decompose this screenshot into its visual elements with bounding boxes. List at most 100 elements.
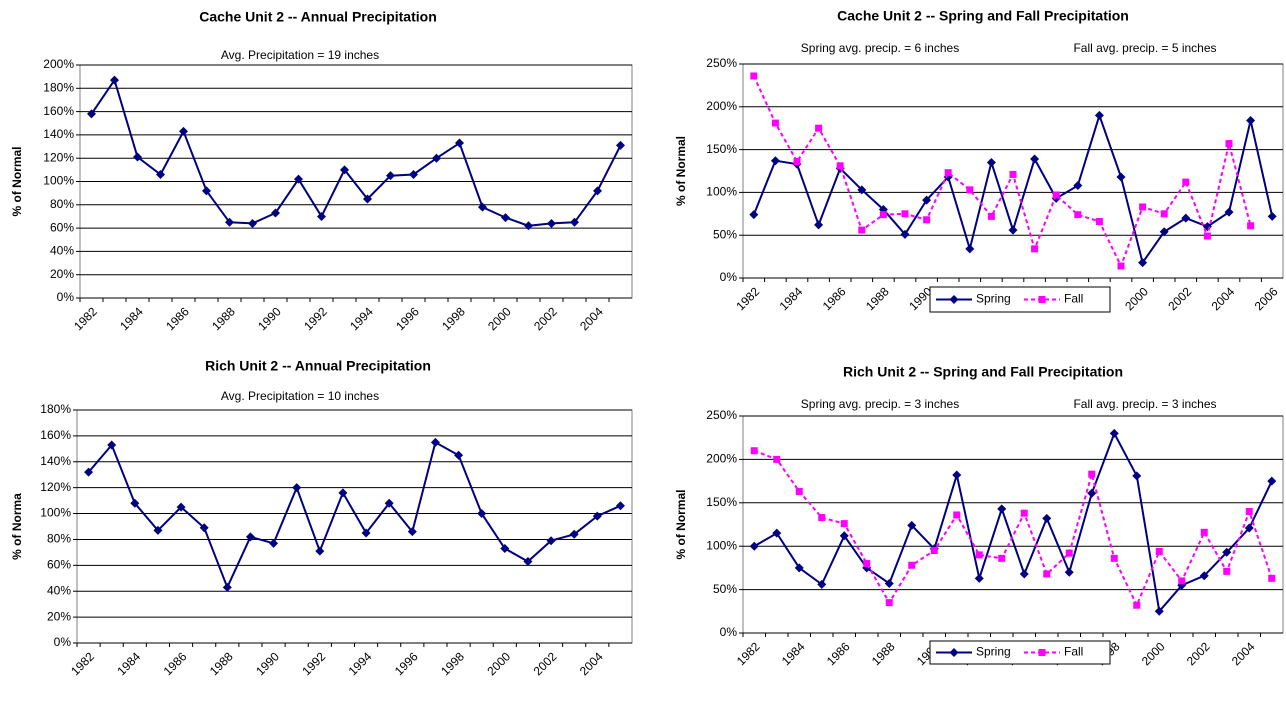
point-marker <box>1139 203 1147 211</box>
legend-label: Fall <box>1064 292 1083 306</box>
point-marker <box>922 195 932 205</box>
y-tick-label: 0% <box>720 270 738 284</box>
point-marker <box>773 455 781 463</box>
point-marker <box>1116 172 1126 182</box>
point-marker <box>998 554 1006 562</box>
x-tick-label: 2002 <box>531 304 560 333</box>
point-marker <box>1009 170 1017 178</box>
point-marker <box>907 520 917 530</box>
x-tick-label: 1990 <box>255 304 284 333</box>
y-tick-label: 40% <box>50 244 74 258</box>
point-marker <box>795 488 803 496</box>
x-tick-label: 1982 <box>68 649 97 678</box>
y-tick-label: 180% <box>43 80 74 94</box>
point-marker <box>1245 507 1253 515</box>
point-marker <box>1132 471 1142 481</box>
point-marker <box>923 216 931 224</box>
series-line <box>753 430 1273 614</box>
point-marker <box>361 528 371 538</box>
point-marker <box>885 599 893 607</box>
point-marker <box>997 504 1007 514</box>
point-marker <box>974 573 984 583</box>
point-marker <box>84 467 94 477</box>
point-marker <box>1246 115 1256 125</box>
chart: Rich Unit 2 -- Spring and Fall Precipita… <box>674 364 1284 668</box>
point-marker <box>1199 571 1209 581</box>
x-tick-label: 1998 <box>438 649 467 678</box>
y-tick-label: 120% <box>43 150 74 164</box>
point-marker <box>1043 570 1051 578</box>
x-tick-label: 1988 <box>209 304 238 333</box>
point-marker <box>953 511 961 519</box>
point-marker <box>908 561 916 569</box>
x-tick-label: 1988 <box>207 649 236 678</box>
y-tick-label: 20% <box>50 267 74 281</box>
point-marker <box>407 527 417 537</box>
x-tick-label: 2004 <box>1209 284 1238 313</box>
point-marker <box>1138 258 1148 268</box>
annotation: Fall avg. precip. = 5 inches <box>1073 41 1216 55</box>
point-marker <box>1095 218 1103 226</box>
point-marker <box>857 185 867 195</box>
point-marker <box>501 213 510 223</box>
legend-label: Fall <box>1064 645 1083 659</box>
point-marker <box>202 186 211 196</box>
point-marker <box>569 529 579 539</box>
y-tick-label: 140% <box>40 454 71 468</box>
x-tick-label: 1996 <box>393 304 422 333</box>
chart-title: Cache Unit 2 -- Annual Precipitation <box>199 9 437 25</box>
point-marker <box>965 244 975 254</box>
point-marker <box>1200 528 1208 536</box>
point-marker <box>814 220 824 230</box>
point-marker <box>1042 513 1052 523</box>
series-line <box>753 449 1273 608</box>
point-marker <box>524 221 533 231</box>
point-marker <box>901 210 909 218</box>
point-marker <box>294 174 303 184</box>
point-marker <box>1154 606 1164 616</box>
point-marker <box>750 447 758 455</box>
point-marker <box>749 541 759 551</box>
y-tick-label: 40% <box>47 583 71 597</box>
point-marker <box>1065 549 1073 557</box>
point-marker <box>478 202 487 212</box>
chart: Rich Unit 2 -- Annual Precipitation Avg. … <box>10 358 633 678</box>
series-line <box>752 75 1252 269</box>
point-marker <box>944 169 952 177</box>
point-marker <box>1159 227 1169 237</box>
x-tick-label: 1996 <box>392 649 421 678</box>
point-marker <box>1020 509 1028 517</box>
point-marker <box>749 210 759 220</box>
x-tick-label: 1992 <box>301 304 330 333</box>
x-tick-label: 1986 <box>820 284 849 313</box>
y-tick-label: 200% <box>706 99 737 113</box>
series-line <box>87 440 621 590</box>
y-tick-label: 0% <box>57 290 75 304</box>
point-marker <box>858 226 866 234</box>
point-marker <box>156 170 165 180</box>
point-marker <box>87 109 96 119</box>
point-marker <box>271 208 280 218</box>
point-marker <box>384 498 394 508</box>
chart-title: Cache Unit 2 -- Spring and Fall Precipit… <box>837 8 1129 24</box>
x-tick-label: 2000 <box>1139 639 1168 668</box>
point-marker <box>338 488 348 498</box>
point-marker <box>949 295 959 304</box>
point-marker <box>110 75 119 85</box>
point-marker <box>176 502 186 512</box>
point-marker <box>107 440 117 450</box>
point-marker <box>1224 207 1234 217</box>
point-marker <box>750 72 758 80</box>
y-tick-label: 180% <box>40 402 71 416</box>
point-marker <box>879 211 887 219</box>
plot-area <box>76 409 633 644</box>
point-marker <box>949 648 959 657</box>
x-tick-label: 1988 <box>869 639 898 668</box>
y-axis-label: % of Norma <box>10 493 24 560</box>
annotation: Fall avg. precip. = 3 inches <box>1073 397 1216 411</box>
point-marker <box>1008 225 1018 235</box>
y-tick-label: 100% <box>706 185 737 199</box>
point-marker <box>222 582 232 592</box>
point-marker <box>1155 547 1163 555</box>
